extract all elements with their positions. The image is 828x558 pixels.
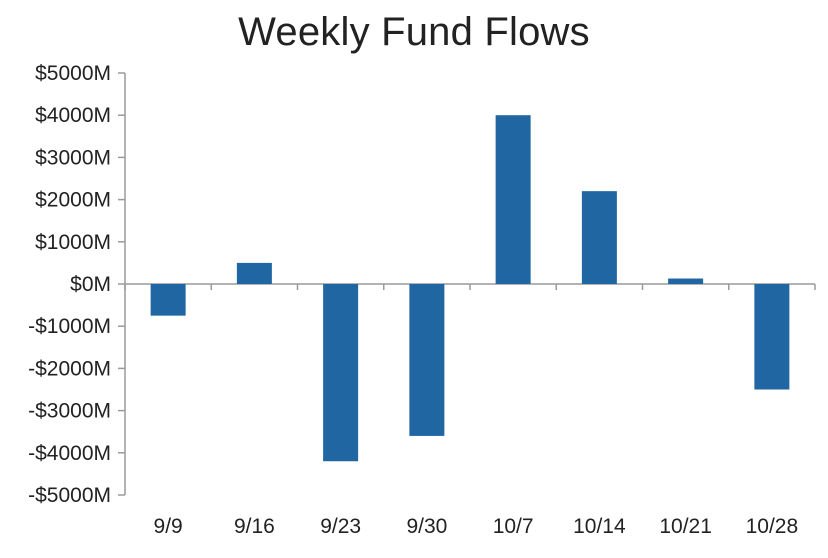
x-tick-label: 10/14 xyxy=(573,515,626,538)
y-tick-label: -$2000M xyxy=(28,357,111,380)
y-tick-label: -$3000M xyxy=(28,400,111,423)
y-tick-label: $2000M xyxy=(35,189,111,212)
bars xyxy=(150,115,790,462)
y-tick-label: $1000M xyxy=(35,231,111,254)
y-tick-label: $3000M xyxy=(35,146,111,169)
chart-title: Weekly Fund Flows xyxy=(238,10,590,54)
y-tick-label: -$1000M xyxy=(28,315,111,338)
x-axis: 9/9 9/16 9/23 9/30 10/7 10/14 10/21 10/28 xyxy=(124,283,816,538)
x-tick-label: 9/9 xyxy=(154,515,183,538)
x-tick-label: 9/30 xyxy=(406,515,447,538)
y-axis: $5000M $4000M $3000M $2000M $1000M $0M -$1000M… xyxy=(28,62,126,507)
bar xyxy=(668,278,704,284)
x-tick-label: 10/28 xyxy=(746,515,799,538)
bar xyxy=(754,284,790,390)
y-tick-label: -$4000M xyxy=(28,442,111,465)
x-tick-label: 9/16 xyxy=(234,515,275,538)
bar xyxy=(323,284,359,462)
y-tick-label: $5000M xyxy=(35,62,111,85)
y-tick-label: -$5000M xyxy=(28,484,111,507)
bar xyxy=(409,284,445,436)
x-tick-label: 9/23 xyxy=(320,515,361,538)
x-tick-label: 10/21 xyxy=(659,515,712,538)
y-tick-label: $0M xyxy=(70,273,111,296)
bar xyxy=(495,115,531,284)
bar xyxy=(236,262,272,284)
x-tick-label: 10/7 xyxy=(493,515,534,538)
bar xyxy=(150,284,186,316)
y-tick-label: $4000M xyxy=(35,104,111,127)
bar xyxy=(581,191,617,284)
